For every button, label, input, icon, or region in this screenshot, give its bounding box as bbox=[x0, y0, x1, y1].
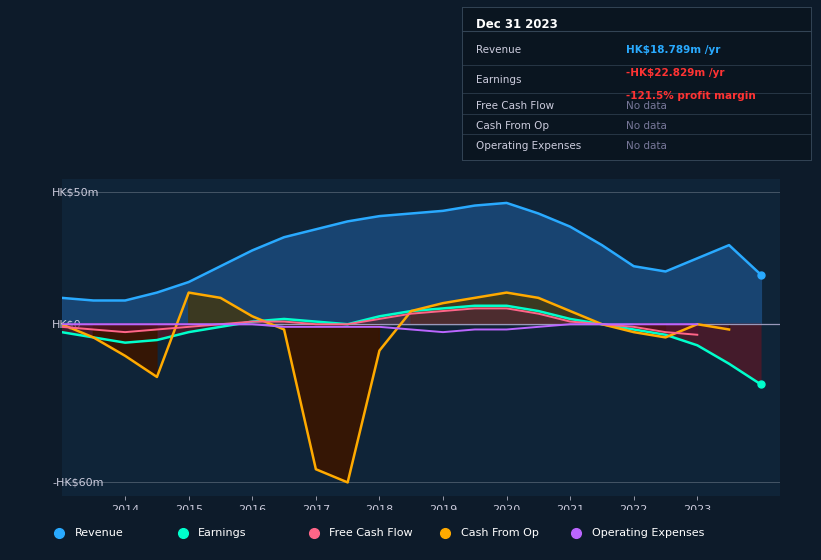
Text: No data: No data bbox=[626, 121, 667, 131]
Text: HK$18.789m /yr: HK$18.789m /yr bbox=[626, 45, 721, 55]
Text: Earnings: Earnings bbox=[199, 529, 247, 538]
Text: HK$50m: HK$50m bbox=[52, 188, 99, 197]
Text: Operating Expenses: Operating Expenses bbox=[592, 529, 704, 538]
Text: Earnings: Earnings bbox=[476, 76, 521, 85]
Text: HK$0: HK$0 bbox=[52, 319, 81, 329]
Text: -121.5% profit margin: -121.5% profit margin bbox=[626, 91, 756, 101]
Text: No data: No data bbox=[626, 141, 667, 151]
Text: -HK$22.829m /yr: -HK$22.829m /yr bbox=[626, 68, 725, 78]
Text: Cash From Op: Cash From Op bbox=[476, 121, 549, 131]
Text: Free Cash Flow: Free Cash Flow bbox=[476, 101, 554, 111]
Text: -HK$60m: -HK$60m bbox=[52, 478, 103, 487]
Text: Free Cash Flow: Free Cash Flow bbox=[329, 529, 413, 538]
Text: No data: No data bbox=[626, 101, 667, 111]
Text: Operating Expenses: Operating Expenses bbox=[476, 141, 581, 151]
Text: Revenue: Revenue bbox=[476, 45, 521, 55]
Text: Dec 31 2023: Dec 31 2023 bbox=[476, 18, 558, 31]
Text: Revenue: Revenue bbox=[75, 529, 123, 538]
Text: Cash From Op: Cash From Op bbox=[461, 529, 539, 538]
